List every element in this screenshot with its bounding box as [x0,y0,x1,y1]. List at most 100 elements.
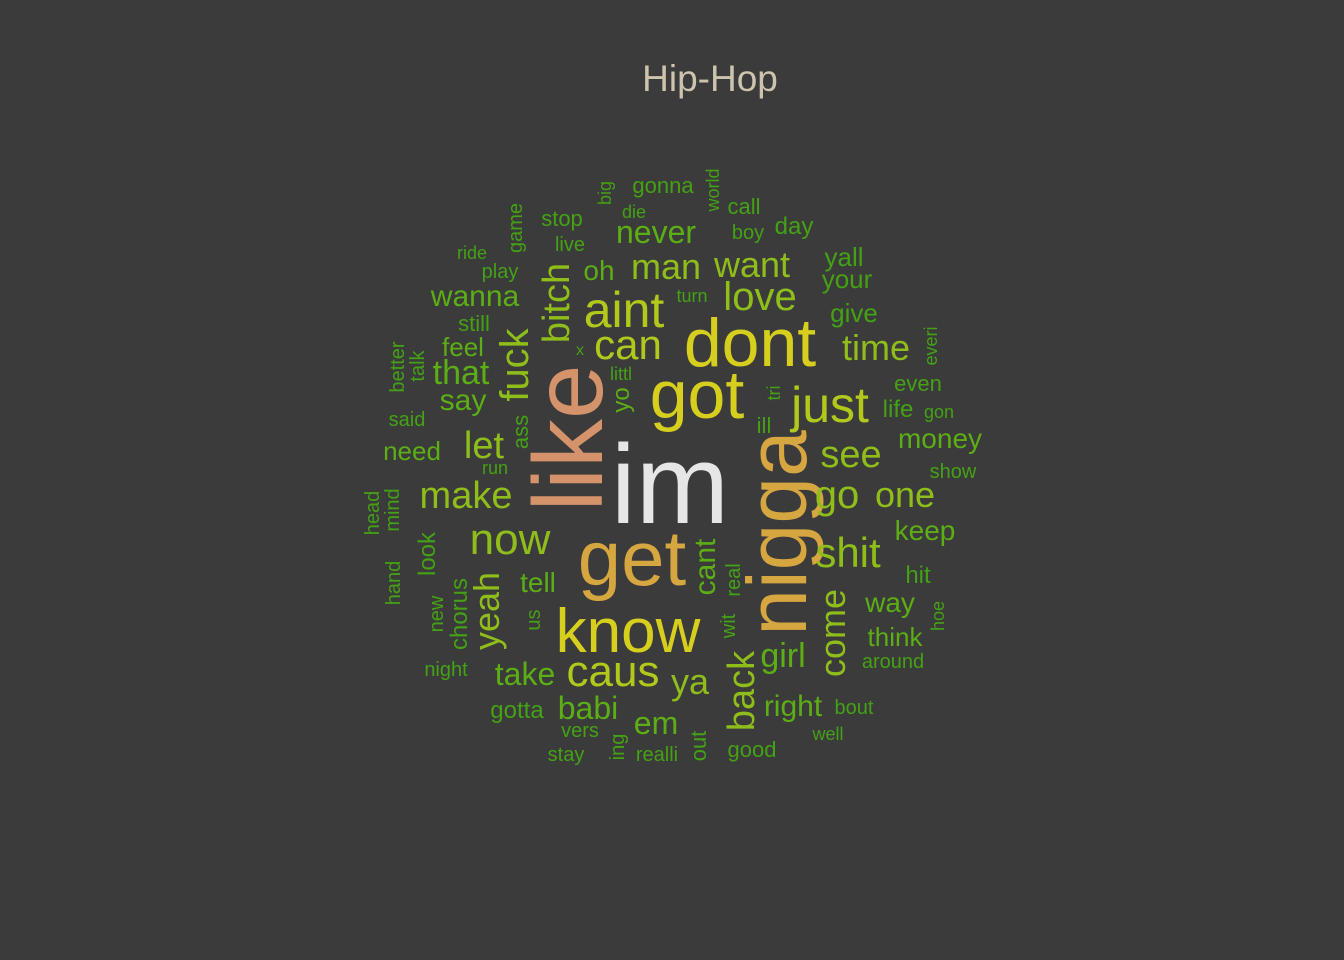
word: realli [635,744,679,766]
word: now [469,515,551,564]
word: im [610,422,730,547]
word: said [388,409,426,431]
word: chorus [446,577,473,651]
word: still [458,311,490,336]
word: live [554,234,586,256]
word: everi [921,326,941,366]
word: look [414,531,441,577]
word: know [555,597,701,666]
word: littl [610,364,632,384]
word: ass [508,414,533,450]
word: need [383,436,441,466]
word: game [505,202,527,254]
word: caus [566,647,660,696]
word: man [630,246,702,287]
word: one [874,474,936,515]
word: play [481,261,519,283]
word: gonna [632,173,694,198]
word: dont [683,305,817,381]
word: call [727,194,761,219]
word: nigga [730,430,824,636]
word: ya [670,661,710,702]
word: give [830,298,878,328]
word: feel [442,332,484,362]
word: oh [583,255,615,286]
word: your [821,264,873,294]
word: yo [608,387,635,413]
word: fuck [493,328,537,402]
word: night [424,659,468,681]
word: wit [718,613,740,639]
word: cant [689,538,722,596]
word: girl [760,637,806,675]
word: keep [894,515,956,546]
word: time [841,327,911,368]
word: hoe [928,600,948,632]
word: think [867,622,923,652]
word: real [723,563,745,597]
word: babi [557,690,619,726]
word: hand [383,560,405,606]
word: around [861,651,925,673]
word: out [686,730,711,762]
word: new [426,595,448,633]
word: yeah [466,571,507,651]
word: turn [676,286,708,306]
word: die [621,202,647,222]
word: never [615,214,697,250]
word: world [703,168,723,212]
word: mind [382,488,404,532]
word: aint [583,282,665,338]
word: ing [607,733,629,761]
word: em [633,705,679,741]
word: tri [764,385,784,401]
word: good [727,737,777,762]
word: even [894,371,942,396]
word: ride [456,243,488,263]
word: can [594,321,662,368]
word: hit [905,562,931,589]
word: run [481,458,509,478]
word: show [929,461,977,483]
word: tell [520,567,556,598]
word: vers [561,720,599,742]
word: shit [815,529,881,576]
word: back [721,650,763,732]
word: money [897,423,983,454]
word: life [882,396,914,423]
word: make [419,475,513,517]
word: head [362,490,384,536]
word: want [713,244,791,285]
word: right [763,690,823,723]
word: come [812,588,853,678]
word: see [820,434,882,476]
word: let [463,425,505,467]
chart-title: Hip-Hop [642,58,778,99]
word: stay [547,744,585,766]
word: well [812,724,844,744]
word: say [439,384,487,417]
word: take [494,656,556,692]
word: gon [923,402,955,422]
word: day [774,213,814,240]
word: yall [824,242,864,272]
word: gotta [490,697,544,724]
word: love [723,275,797,319]
word: stop [541,206,583,231]
word: better [387,341,409,393]
word: get [577,514,687,602]
word: got [649,357,745,433]
word: go [814,473,860,517]
word: boy [731,222,765,244]
word: us [523,609,545,631]
word: x [576,342,584,359]
word: talk [407,350,429,382]
word: bitch [536,262,578,344]
word: that [432,354,490,392]
word: bout [834,697,874,719]
word: big [595,180,615,206]
word: wanna [430,280,520,313]
word: way [865,587,915,618]
word: just [791,377,869,433]
